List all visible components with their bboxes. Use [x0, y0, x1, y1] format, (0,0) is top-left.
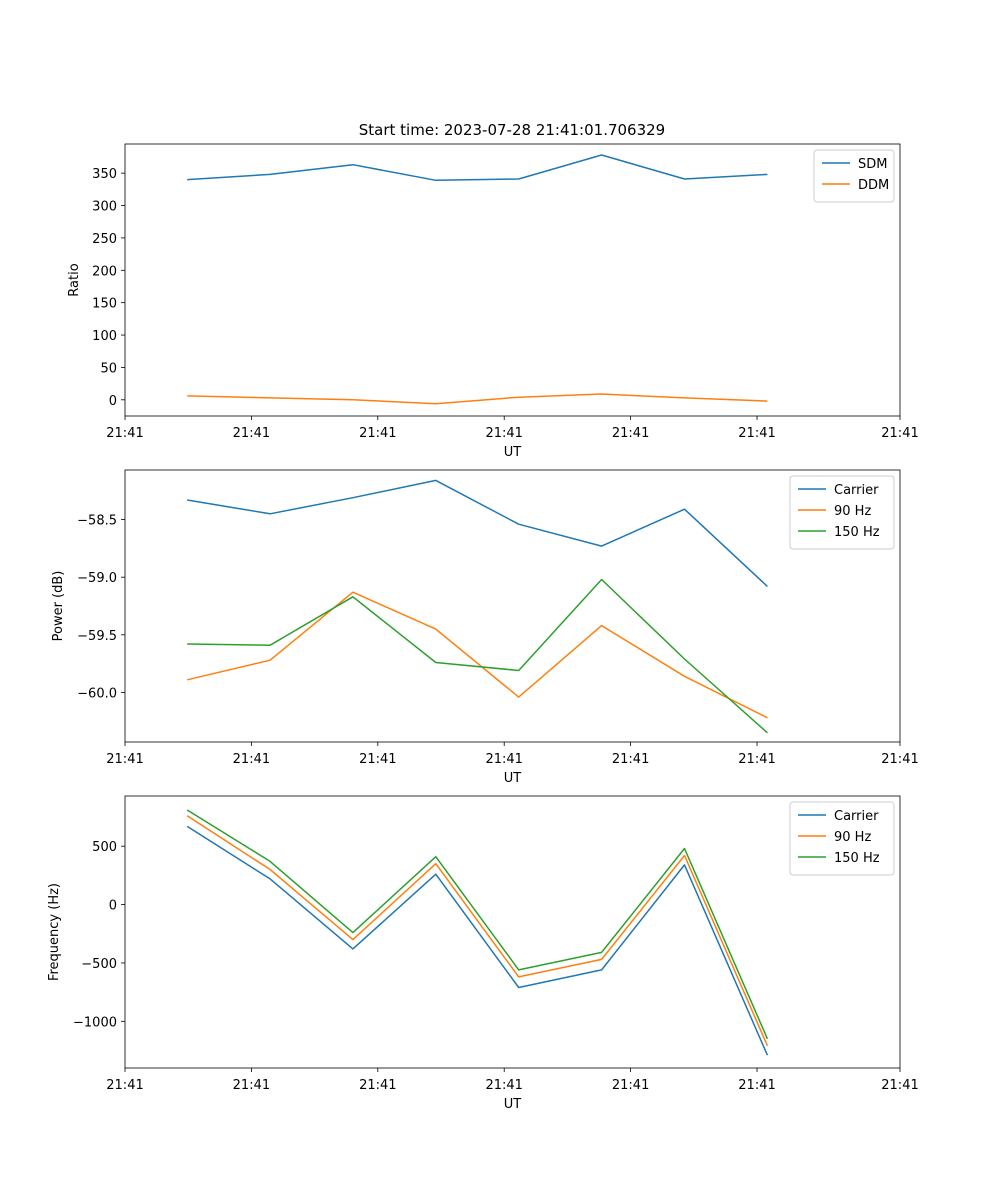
y-tick-label: 0: [109, 394, 117, 409]
legend-label: 90 Hz: [834, 504, 871, 519]
x-tick-label: 21:41: [738, 1078, 775, 1093]
legend: Carrier 90 Hz 150 Hz: [789, 475, 895, 550]
x-axis-label: UT: [504, 771, 522, 786]
y-tick-label: −59.5: [77, 629, 117, 644]
x-tick-label: 21:41: [106, 752, 143, 767]
series-line-90-hz: [187, 591, 768, 719]
y-axis-label: Frequency (Hz): [47, 883, 62, 981]
y-tick-label: −59.0: [77, 571, 117, 586]
subplot-2: 21:41 21:41 21:41 21:41 21:41 21:41 21:41 −60.0…: [51, 469, 919, 786]
y-tick-label: −60.0: [77, 686, 117, 701]
x-tick-label: 21:41: [881, 752, 918, 767]
x-tick-label: 21:41: [612, 1078, 649, 1093]
x-tick-label: 21:41: [359, 426, 396, 441]
y-tick-label: 500: [92, 840, 117, 855]
x-axis-label: UT: [504, 1097, 522, 1112]
legend-label: DDM: [858, 178, 889, 193]
y-tick-label: 0: [109, 899, 117, 914]
legend-label: 150 Hz: [834, 525, 880, 540]
y-tick-label: −1000: [73, 1015, 117, 1030]
figure-title: Start time: 2023-07-28 21:41:01.706329: [359, 121, 665, 139]
series-line-ddm: [187, 393, 768, 405]
y-tick-label: −58.5: [77, 514, 117, 529]
axes-frame: [124, 143, 901, 417]
series-line-150-hz: [186, 809, 769, 1040]
legend: Carrier 90 Hz 150 Hz: [789, 801, 895, 876]
axes-frame: [124, 469, 901, 743]
x-tick-label: 21:41: [738, 426, 775, 441]
legend-label: Carrier: [834, 483, 879, 498]
x-tick-label: 21:41: [612, 752, 649, 767]
legend: SDM DDM: [813, 149, 895, 203]
y-tick-label: 250: [92, 232, 117, 247]
y-tick-label: 100: [92, 329, 117, 344]
series-line-carrier: [186, 825, 769, 1056]
x-tick-label: 21:41: [233, 752, 270, 767]
x-tick-label: 21:41: [485, 1078, 522, 1093]
y-axis-label: Power (dB): [51, 571, 66, 642]
axes-frame: [124, 795, 901, 1069]
x-tick-label: 21:41: [485, 752, 522, 767]
y-tick-label: 50: [100, 361, 117, 376]
series-line-90-hz: [186, 815, 769, 1047]
y-tick-label: 200: [92, 264, 117, 279]
series-line-carrier: [187, 479, 768, 587]
x-tick-label: 21:41: [738, 752, 775, 767]
x-tick-label: 21:41: [359, 752, 396, 767]
x-tick-label: 21:41: [359, 1078, 396, 1093]
y-tick-label: 300: [92, 200, 117, 215]
y-tick-label: 150: [92, 297, 117, 312]
y-axis-label: Ratio: [67, 263, 82, 296]
y-tick-label: 350: [92, 167, 117, 182]
plots: 21:41 21:41 21:41 21:41 21:41 21:41 21:41 0 50 10…: [47, 143, 919, 1112]
x-tick-label: 21:41: [106, 1078, 143, 1093]
x-tick-label: 21:41: [233, 426, 270, 441]
x-tick-label: 21:41: [881, 426, 918, 441]
legend-label: 90 Hz: [834, 830, 871, 845]
legend-label: Carrier: [834, 809, 879, 824]
x-axis-label: UT: [504, 445, 522, 460]
subplot-1: 21:41 21:41 21:41 21:41 21:41 21:41 21:41 0 50 10…: [67, 143, 919, 460]
x-tick-label: 21:41: [881, 1078, 918, 1093]
legend-label: SDM: [858, 157, 887, 172]
y-tick-label: −500: [81, 957, 117, 972]
x-tick-label: 21:41: [485, 426, 522, 441]
x-tick-label: 21:41: [233, 1078, 270, 1093]
x-tick-label: 21:41: [106, 426, 143, 441]
legend-label: 150 Hz: [834, 851, 880, 866]
series-line-sdm: [187, 154, 768, 182]
subplot-3: 21:41 21:41 21:41 21:41 21:41 21:41 21:41 −1000…: [47, 795, 919, 1112]
x-tick-label: 21:41: [612, 426, 649, 441]
series-line-150-hz: [187, 578, 768, 734]
